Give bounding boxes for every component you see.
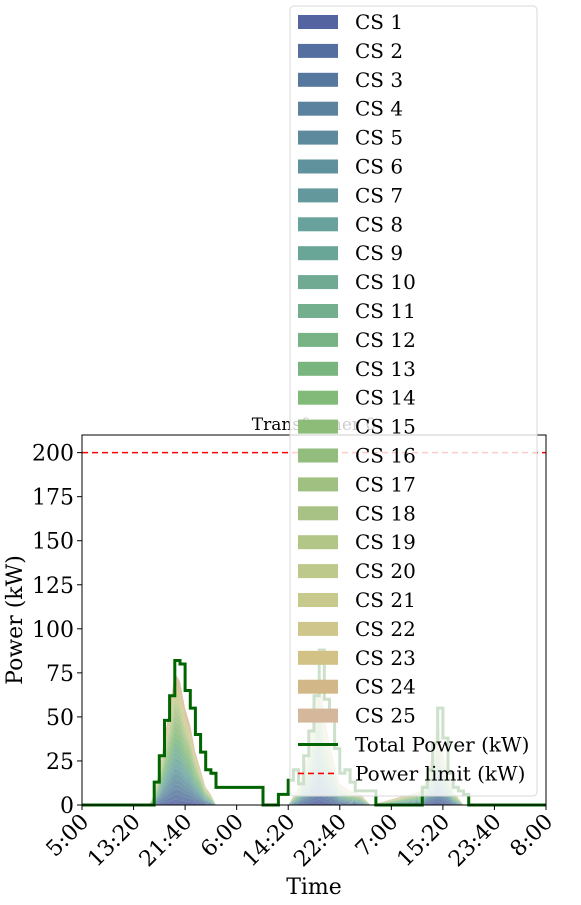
legend-swatch-station-15	[298, 419, 338, 434]
legend-label-station-14: CS 14	[355, 386, 416, 410]
legend-swatch-station-9	[298, 246, 338, 261]
legend-label-station-17: CS 17	[355, 472, 416, 496]
legend-swatch-station-14	[298, 390, 338, 405]
legend-label-station-20: CS 20	[355, 559, 416, 583]
y-tick-label: 100	[32, 618, 74, 643]
legend-label-station-13: CS 13	[355, 357, 416, 381]
legend-label-station-8: CS 8	[355, 212, 403, 236]
legend-label-station-12: CS 12	[355, 328, 416, 352]
legend-label-station-18: CS 18	[355, 501, 416, 525]
legend-swatch-station-16	[298, 448, 338, 463]
x-tick-label: 15:20	[393, 810, 456, 873]
legend-swatch-station-21	[298, 593, 338, 607]
legend-swatch-station-23	[298, 650, 338, 665]
legend-label-station-21: CS 21	[355, 588, 416, 612]
x-axis-label: Time	[286, 875, 342, 900]
y-tick-label: 0	[60, 794, 74, 819]
legend-label-station-6: CS 6	[355, 155, 403, 179]
legend-swatch-station-25	[298, 708, 338, 723]
legend-label-power-limit: Power limit (kW)	[355, 761, 525, 785]
legend-swatch-station-7	[298, 188, 338, 203]
legend-swatch-station-10	[298, 275, 338, 290]
legend-swatch-station-2	[298, 43, 338, 58]
y-tick-label: 150	[32, 530, 74, 555]
x-tick-label: 22:40	[290, 810, 353, 873]
x-tick-label: 23:40	[444, 810, 507, 873]
legend-label-station-2: CS 2	[355, 39, 403, 63]
y-tick-label: 175	[32, 486, 74, 511]
legend-label-station-4: CS 4	[355, 97, 403, 121]
legend-swatch-station-18	[298, 506, 338, 521]
y-tick-label: 125	[32, 574, 74, 599]
legend-swatch-station-12	[298, 332, 338, 347]
x-tick-label: 8:00	[506, 810, 559, 863]
legend-label-station-24: CS 24	[355, 675, 416, 699]
area-station-1	[149, 799, 464, 805]
legend-label-station-25: CS 25	[355, 704, 416, 728]
legend-swatch-station-8	[298, 217, 338, 232]
area-station-2	[149, 793, 464, 805]
legend-label-station-7: CS 7	[355, 183, 403, 207]
y-axis-label: Power (kW)	[3, 555, 28, 685]
x-tick-label: 13:20	[83, 810, 146, 873]
legend-swatch-station-24	[298, 679, 338, 694]
legend-label-station-11: CS 11	[355, 299, 416, 323]
legend-label-station-15: CS 15	[355, 415, 416, 439]
legend-label-station-16: CS 16	[355, 444, 416, 468]
legend-swatch-station-13	[298, 361, 338, 376]
legend-swatch-station-5	[298, 130, 338, 145]
y-tick-label: 75	[46, 662, 74, 687]
legend-box	[289, 5, 538, 797]
y-tick-label: 200	[32, 442, 74, 467]
legend-swatch-station-20	[298, 564, 338, 579]
legend-swatch-station-1	[298, 15, 338, 29]
legend-label-station-23: CS 23	[355, 646, 416, 670]
legend-label-station-10: CS 10	[355, 270, 416, 294]
legend-swatch-station-6	[298, 159, 338, 174]
y-tick-label: 25	[46, 750, 74, 775]
legend-label-station-1: CS 1	[355, 10, 403, 34]
x-tick-label: 14:20	[238, 810, 301, 873]
legend-swatch-station-4	[298, 101, 338, 116]
legend-label-station-3: CS 3	[355, 68, 403, 92]
legend-label-station-9: CS 9	[355, 241, 403, 265]
legend-swatch-station-19	[298, 535, 338, 550]
legend-swatch-station-11	[298, 304, 338, 318]
legend-swatch-station-22	[298, 621, 338, 636]
legend: CS 1 CS 2 CS 3 CS 4 CS 5 CS 6 CS 7 CS 8 CS 9 CS 1…	[289, 5, 538, 797]
legend-swatch-station-17	[298, 477, 338, 492]
x-axis: 5:0013:2021:406:0014:2022:407:0015:2023:…	[42, 805, 559, 873]
y-axis: 0 25 50 75 100 125 150 175 200	[32, 442, 82, 819]
y-tick-label: 50	[46, 706, 74, 731]
x-tick-label: 21:40	[135, 810, 198, 873]
legend-label-station-5: CS 5	[355, 126, 403, 150]
legend-swatch-station-3	[298, 72, 338, 87]
legend-label-station-19: CS 19	[355, 530, 416, 554]
legend-label-station-22: CS 22	[355, 617, 416, 641]
legend-label-total-power: Total Power (kW)	[355, 733, 529, 757]
